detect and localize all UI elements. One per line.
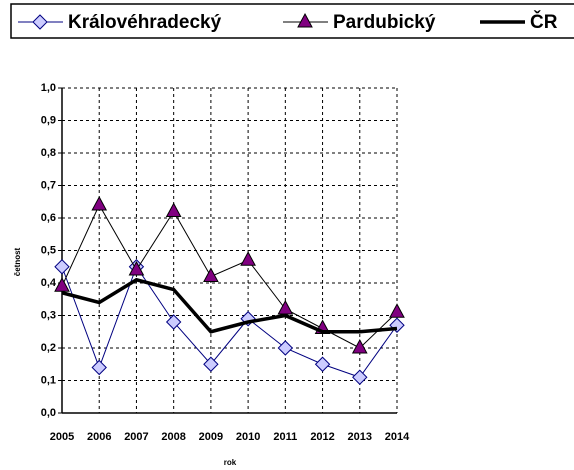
y-tick-label: 1,0 bbox=[41, 82, 56, 94]
point-marker bbox=[91, 359, 107, 376]
point-marker bbox=[91, 195, 108, 211]
x-tick-label: 2011 bbox=[273, 431, 297, 443]
point-marker bbox=[277, 340, 294, 356]
y-tick-label: 0,6 bbox=[41, 212, 56, 224]
series-line bbox=[61, 203, 398, 349]
y-tick-label: 0,3 bbox=[41, 309, 56, 321]
x-tick-label: 2008 bbox=[161, 431, 185, 443]
point-marker bbox=[314, 356, 331, 372]
x-tick-label: 2014 bbox=[385, 431, 410, 443]
point-marker bbox=[389, 303, 405, 318]
y-tick-label: 0,5 bbox=[41, 244, 56, 256]
legend-label: Pardubický bbox=[333, 12, 436, 33]
y-tick-label: 0,7 bbox=[41, 179, 56, 191]
legend-label: ČR bbox=[530, 11, 558, 33]
point-marker bbox=[203, 356, 219, 372]
legend-marker bbox=[32, 14, 48, 30]
y-tick-label: 0,9 bbox=[41, 114, 56, 126]
legend-marker bbox=[297, 12, 313, 28]
x-tick-label: 2005 bbox=[50, 431, 74, 443]
y-tick-label: 0,1 bbox=[41, 374, 56, 386]
x-tick-label: 2006 bbox=[87, 431, 111, 443]
point-marker bbox=[165, 202, 182, 217]
y-axis-label: četnost bbox=[13, 247, 22, 276]
point-marker bbox=[165, 314, 182, 330]
x-tick-label: 2007 bbox=[124, 431, 148, 443]
x-tick-label: 2009 bbox=[199, 431, 223, 443]
y-tick-label: 0,8 bbox=[41, 147, 56, 159]
point-marker bbox=[54, 259, 70, 275]
y-tick-label: 0,2 bbox=[41, 342, 56, 354]
point-marker bbox=[352, 369, 368, 385]
y-tick-label: 0,4 bbox=[41, 277, 57, 289]
point-marker bbox=[351, 338, 368, 354]
y-tick-label: 0,0 bbox=[41, 407, 56, 419]
point-marker bbox=[203, 267, 219, 282]
x-tick-label: 2010 bbox=[236, 431, 260, 443]
x-tick-label: 2012 bbox=[310, 431, 334, 443]
legend-label: Královéhradecký bbox=[68, 12, 222, 33]
x-axis-label: rok bbox=[224, 458, 237, 467]
x-tick-label: 2013 bbox=[348, 431, 372, 443]
point-marker bbox=[54, 277, 70, 292]
series-line bbox=[61, 265, 398, 378]
point-marker bbox=[240, 251, 256, 266]
series-line bbox=[61, 277, 398, 334]
point-marker bbox=[128, 260, 145, 276]
